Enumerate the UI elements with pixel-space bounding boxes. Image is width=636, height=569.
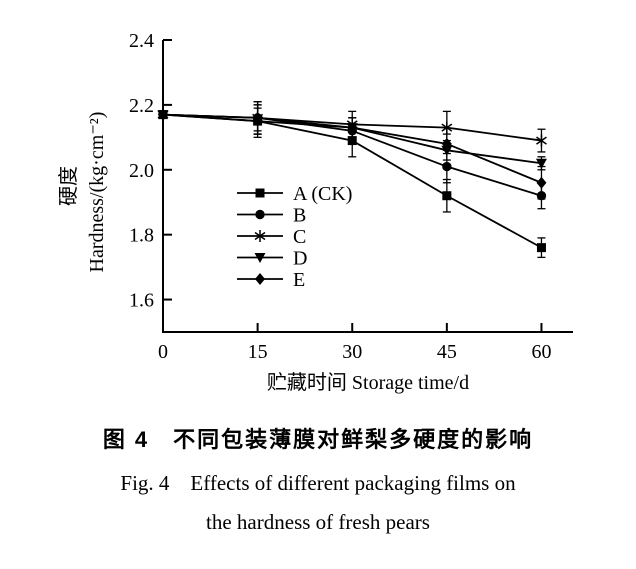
y-tick-label: 1.6 [129, 290, 154, 312]
diamond-marker [158, 108, 168, 121]
x-tick-label: 45 [437, 341, 457, 363]
y-tick-label: 2.4 [129, 30, 154, 52]
triangle-down-marker [535, 158, 547, 169]
x-tick-label: 60 [531, 341, 551, 363]
hardness-line-chart: 1.6 1.8 2.0 2.2 2.4 0 15 30 45 60 贮藏时间 Storage tim… [57, 30, 573, 394]
legend-item: C [237, 226, 306, 248]
legend-label: C [293, 226, 306, 248]
legend-label: B [293, 205, 306, 227]
figure-caption: 图 4 不同包装薄膜对鲜梨多硬度的影响 Fig. 4 Effects of di… [0, 422, 636, 535]
diamond-marker [536, 176, 547, 189]
triangle-down-marker [254, 253, 266, 263]
diamond-marker [441, 137, 452, 150]
legend-item: E [237, 269, 305, 291]
legend-label: A (CK) [293, 183, 352, 205]
circle-marker [255, 209, 265, 220]
y-axis-label-zh: 硬度 [57, 166, 80, 206]
diamond-marker [347, 121, 358, 134]
y-tick-label: 1.8 [129, 225, 154, 247]
square-marker [536, 243, 546, 253]
asterisk-marker [254, 230, 266, 242]
figure-caption-en-line1: Fig. 4 Effects of different packaging fi… [120, 471, 516, 495]
y-axis-label-en: Hardness/(kg·cm⁻²) [86, 112, 108, 273]
x-tick-label: 30 [342, 341, 362, 363]
legend-item: D [237, 248, 307, 270]
x-tick-label: 15 [248, 341, 268, 363]
square-marker [255, 188, 265, 198]
x-axis-label: 贮藏时间 Storage time/d [267, 371, 469, 394]
diamond-marker [255, 273, 265, 285]
circle-marker [442, 161, 452, 172]
diamond-marker [252, 111, 263, 124]
asterisk-marker [441, 121, 453, 134]
y-tick-label: 2.2 [129, 95, 154, 117]
figure-caption-en-line2: the hardness of fresh pears [206, 510, 430, 534]
legend-item: A (CK) [237, 183, 352, 205]
legend-label: D [293, 248, 307, 270]
legend-item: B [237, 205, 306, 227]
series-e [158, 104, 547, 200]
x-tick-label: 0 [158, 341, 168, 363]
asterisk-marker [536, 134, 547, 147]
y-tick-label: 2.0 [129, 160, 154, 182]
figure-caption-zh: 图 4 不同包装薄膜对鲜梨多硬度的影响 [102, 427, 534, 452]
square-marker [442, 191, 452, 201]
legend-label: E [293, 269, 305, 291]
